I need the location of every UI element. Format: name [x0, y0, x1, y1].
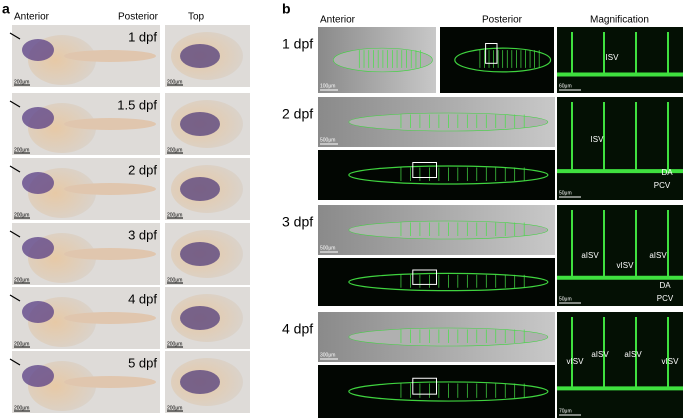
head-stain [22, 301, 54, 323]
stage-label: 4 dpf [128, 291, 157, 306]
vessel-label: aISV [591, 350, 609, 359]
vessel-label: DA [661, 168, 673, 177]
arrow [9, 294, 21, 302]
top-stain [180, 44, 220, 68]
zoom-box [412, 377, 437, 395]
top-stain [180, 177, 220, 201]
scale-bar-label: 500μm [320, 137, 335, 143]
scale-bar-label: 200μm [14, 212, 29, 218]
scale-bar-label: 200μm [14, 147, 29, 153]
vessel-label: vISV [567, 357, 585, 366]
embryo-body [348, 165, 549, 185]
head-stain [22, 107, 54, 129]
panel-label: a [2, 1, 10, 17]
vessel-label: vISV [617, 261, 635, 270]
scale-bar-label: 200μm [167, 405, 182, 411]
vessel-label: PCV [654, 181, 671, 190]
arrow [9, 230, 21, 238]
zoom-box [412, 162, 437, 178]
vessel-label: PCV [657, 294, 674, 303]
top-stain [180, 112, 220, 136]
arrow [9, 32, 21, 40]
embryo-body [348, 381, 549, 402]
top-stain [180, 306, 220, 330]
scale-bar-label: 200μm [14, 79, 29, 85]
vessel-label: aISV [649, 251, 667, 260]
head-stain [22, 365, 54, 387]
panel-label: b [282, 1, 291, 17]
tail [64, 50, 156, 62]
magnified-image [557, 312, 683, 418]
column-header: Anterior [320, 15, 356, 26]
arrow [9, 358, 21, 366]
scale-bar-label: 50μm [559, 296, 572, 302]
scale-bar-label: 200μm [167, 212, 182, 218]
stage-label: 1 dpf [282, 36, 313, 52]
stage-label: 3 dpf [282, 214, 313, 230]
vessel-label: ISV [606, 53, 620, 62]
arrow [9, 100, 21, 108]
stage-label: 4 dpf [282, 321, 313, 337]
vessel-label: aISV [624, 350, 642, 359]
scale-bar-label: 200μm [167, 341, 182, 347]
tail [64, 118, 156, 130]
column-header: Anterior [14, 12, 50, 23]
scale-bar-label: 200μm [167, 277, 182, 283]
top-stain [180, 370, 220, 394]
scale-bar-label: 70μm [559, 408, 572, 414]
scale-bar-label: 50μm [559, 190, 572, 196]
column-header: Posterior [482, 15, 523, 26]
scale-bar-label: 200μm [14, 341, 29, 347]
magnified-image [557, 97, 683, 200]
stage-label: 1.5 dpf [117, 97, 157, 112]
scale-bar-label: 200μm [14, 277, 29, 283]
scale-bar-label: 300μm [320, 352, 335, 358]
stage-label: 2 dpf [128, 162, 157, 177]
stage-label: 2 dpf [282, 106, 313, 122]
scale-bar-label: 200μm [167, 147, 182, 153]
stage-label: 1 dpf [128, 29, 157, 44]
scale-bar-label: 200μm [167, 79, 182, 85]
head-stain [22, 39, 54, 61]
scale-bar-label: 100μm [320, 83, 335, 89]
top-stain [180, 242, 220, 266]
zoom-box [412, 269, 437, 285]
embryo-body [454, 47, 552, 73]
vessel-label: DA [659, 281, 671, 290]
magnified-image [557, 27, 683, 93]
zoom-box [485, 43, 498, 64]
tail [64, 248, 156, 260]
vessel-label: aISV [581, 251, 599, 260]
column-header: Posterior [118, 12, 159, 23]
head-stain [22, 237, 54, 259]
scale-bar-label: 200μm [14, 405, 29, 411]
column-header: Top [188, 12, 205, 23]
vessel-label: ISV [591, 135, 605, 144]
scale-bar-label: 60μm [559, 83, 572, 89]
head-stain [22, 172, 54, 194]
vessel-label: vISV [662, 357, 680, 366]
column-header: Magnification [590, 15, 649, 26]
magnified-image [557, 205, 683, 306]
stage-label: 3 dpf [128, 227, 157, 242]
arrow [9, 165, 21, 173]
tail [64, 183, 156, 195]
tail [64, 376, 156, 388]
tail [64, 312, 156, 324]
embryo-body [348, 272, 549, 292]
stage-label: 5 dpf [128, 355, 157, 370]
scale-bar-label: 500μm [320, 245, 335, 251]
